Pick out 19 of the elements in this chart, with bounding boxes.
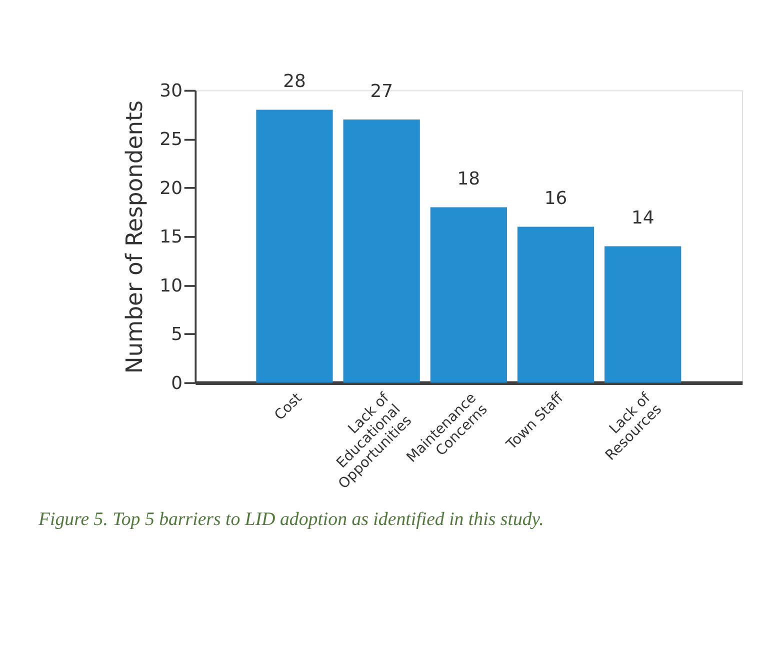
y-tick-label: 30 xyxy=(160,80,182,102)
bar xyxy=(256,110,333,383)
data-label: 18 xyxy=(457,168,480,190)
bar xyxy=(430,207,507,383)
y-tick-label: 0 xyxy=(171,372,182,394)
y-tick-label: 20 xyxy=(160,178,182,199)
y-tick-label: 10 xyxy=(160,275,182,296)
y-axis-title: Number of Respondents xyxy=(122,100,148,374)
data-label: 14 xyxy=(631,208,654,229)
y-tick-label: 15 xyxy=(160,226,182,248)
y-tick-label: 5 xyxy=(171,324,182,346)
data-label: 16 xyxy=(544,188,568,210)
bar xyxy=(517,226,594,383)
bar xyxy=(604,246,682,383)
data-label: 28 xyxy=(283,71,306,92)
bar xyxy=(343,120,420,383)
y-tick-label: 25 xyxy=(160,129,182,150)
caption: Figure 5. Top 5 barriers to LID adoption as identified in this study. xyxy=(37,509,544,530)
data-label: 27 xyxy=(370,80,393,102)
